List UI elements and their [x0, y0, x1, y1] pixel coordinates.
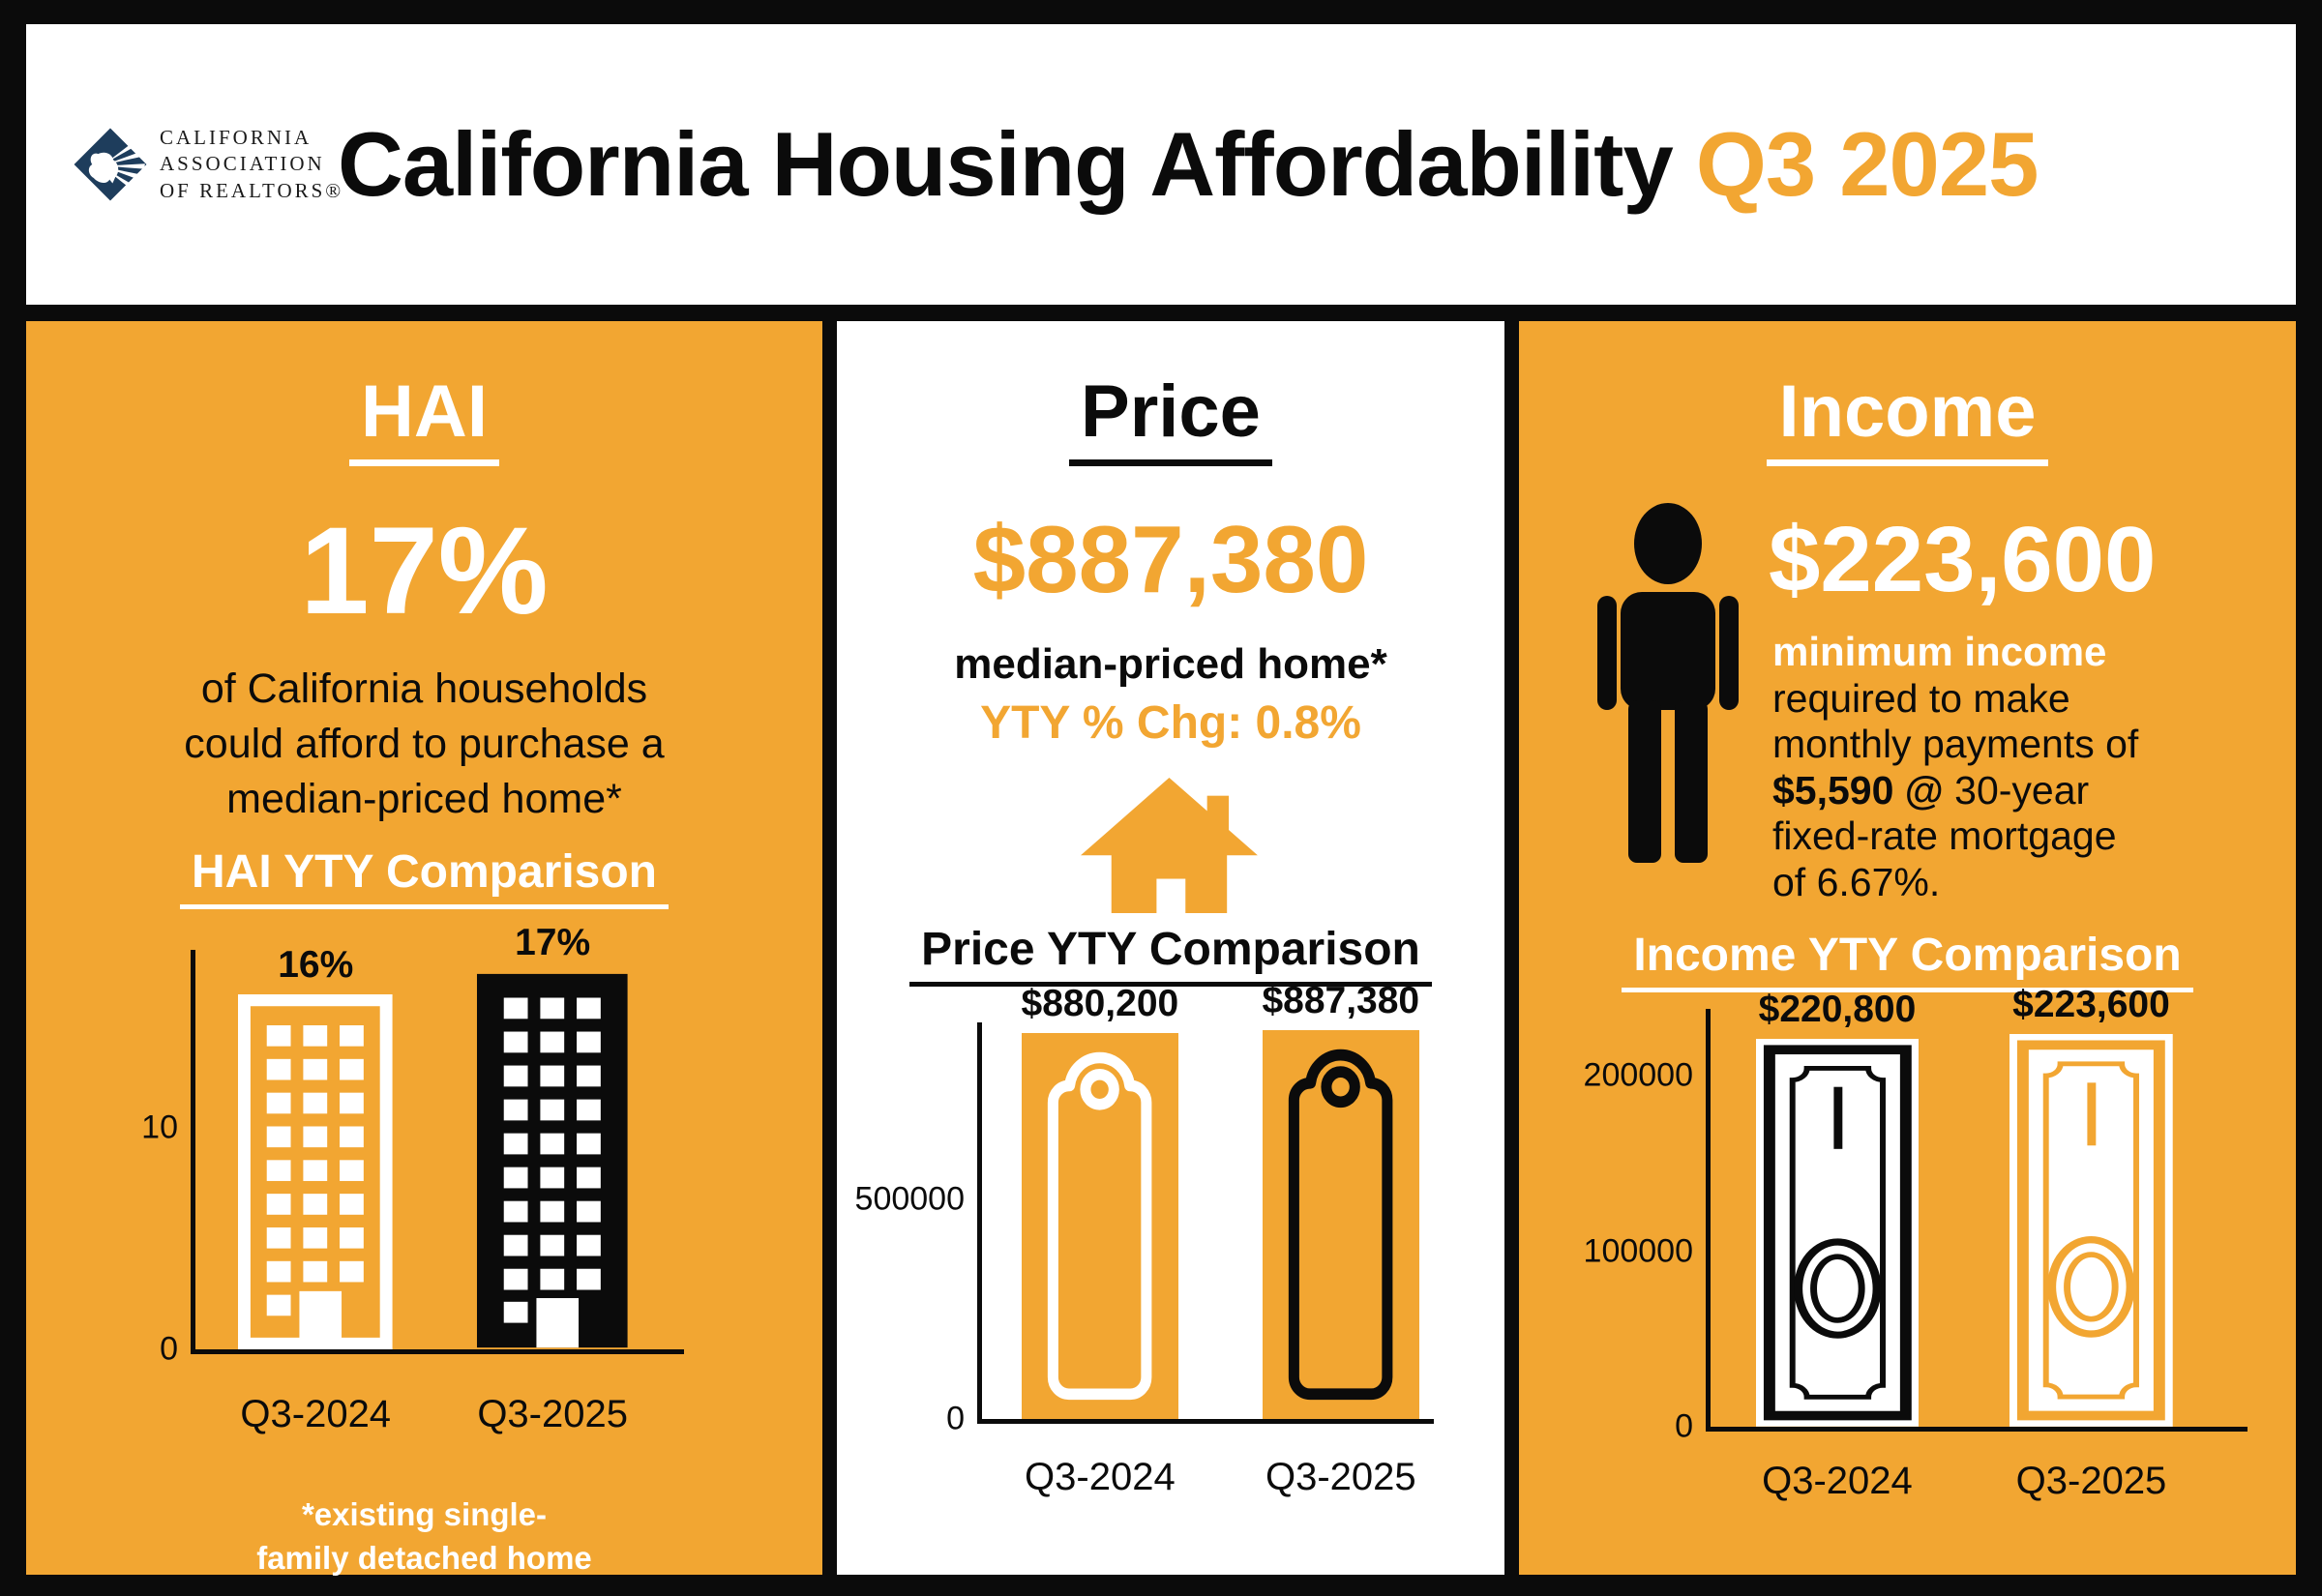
- bar-value-label: $220,800: [1758, 989, 1917, 1031]
- bar-value-label: $887,380: [1262, 979, 1420, 1021]
- income-heading: Income: [1519, 369, 2296, 466]
- hai-chart: 16%: [141, 922, 684, 1435]
- price-tag-icon: [1048, 1051, 1152, 1401]
- x-axis-label: Q3-2024: [1025, 1456, 1176, 1498]
- income-description-line: required to make: [1772, 675, 2070, 721]
- bar-value-label: $223,600: [2012, 984, 2170, 1026]
- logo-line: CALIFORNIA: [160, 126, 313, 150]
- income-description-line: fixed-rate mortgage: [1772, 813, 2117, 859]
- logo-line: ASSOCIATION: [160, 152, 325, 176]
- page-title: California Housing Affordability Q3 2025: [338, 112, 2296, 217]
- income-panel: Income $223,600 minimum income required …: [1519, 321, 2296, 1575]
- hai-footnote-line: *existing single-: [301, 1496, 548, 1532]
- bar-value-label: 16%: [278, 943, 354, 986]
- income-bar-q3-2025: $223,600: [2009, 984, 2173, 1427]
- price-bar-q3-2025: $887,380: [1262, 980, 1419, 1419]
- dollar-bill-icon: [2009, 1034, 2173, 1427]
- income-payment-bold: $5,590 @: [1772, 767, 1944, 813]
- price-subtitle: median-priced home*: [954, 640, 1387, 688]
- income-description-line: of 6.67%.: [1772, 859, 1941, 904]
- x-axis-label: Q3-2024: [1762, 1460, 1913, 1502]
- car-logo: CALIFORNIA ASSOCIATION OF REALTORS®: [73, 125, 341, 204]
- hai-description-line: median-priced home*: [226, 775, 622, 822]
- house-icon: [1080, 778, 1258, 913]
- hai-bar-q3-2025: 17%: [475, 922, 630, 1349]
- income-description: minimum income required to make monthly …: [1772, 629, 2138, 905]
- logo-line: OF REALTORS®: [160, 178, 344, 202]
- x-axis-label: Q3-2025: [1265, 1456, 1416, 1498]
- y-tick-label: 0: [1675, 1407, 1693, 1445]
- hai-description-line: of California households: [200, 665, 648, 712]
- building-icon: [477, 973, 628, 1348]
- x-axis-label: Q3-2025: [2015, 1460, 2167, 1502]
- hai-bar-q3-2024: 16%: [238, 944, 394, 1349]
- header: CALIFORNIA ASSOCIATION OF REALTORS® Cali…: [26, 24, 2296, 305]
- hai-chart-title: HAI YTY Comparison: [26, 845, 822, 909]
- income-description-line: monthly payments of: [1772, 722, 2139, 767]
- price-panel: Price $887,380 median-priced home* YTY %…: [837, 321, 1504, 1575]
- hai-footnote: *existing single- family detached home: [26, 1493, 822, 1580]
- person-icon: [1597, 503, 1739, 863]
- y-tick-label: 10: [141, 1108, 178, 1146]
- page-title-main: California Housing Affordability: [338, 113, 1674, 215]
- hai-heading: HAI: [26, 369, 822, 466]
- price-heading: Price: [837, 369, 1504, 466]
- price-bar-q3-2024: $880,200: [1022, 983, 1178, 1419]
- price-tag-icon: [1289, 1049, 1393, 1401]
- income-bar-q3-2024: $220,800: [1755, 989, 1920, 1427]
- car-diamond-bear-logo-icon: [74, 128, 147, 201]
- x-axis-label: Q3-2025: [477, 1393, 628, 1435]
- bar-value-label: $880,200: [1021, 983, 1179, 1025]
- income-value: $223,600: [1769, 508, 2157, 611]
- bar-value-label: 17%: [515, 921, 591, 963]
- building-icon: [238, 993, 394, 1349]
- page-title-quarter: Q3 2025: [1695, 113, 2039, 215]
- hai-description-line: could afford to purchase a: [184, 720, 665, 767]
- y-tick-label: 0: [160, 1330, 178, 1368]
- hai-description: of California households could afford to…: [26, 662, 822, 826]
- price-yty-change: YTY % Chg: 0.8%: [980, 697, 1361, 749]
- house-icon-wrap: [837, 778, 1504, 913]
- price-chart: $880,200 $887,380 Q3-2024 Q3-2025 0 50000…: [855, 980, 1434, 1498]
- y-tick-label: 100000: [1583, 1232, 1693, 1269]
- income-chart-title: Income YTY Comparison: [1519, 929, 2296, 992]
- price-value: $887,380: [972, 506, 1369, 612]
- dollar-bill-icon: [1755, 1039, 1920, 1427]
- hai-value: 17%: [300, 502, 549, 640]
- income-description-line: $5,590 @ 30-year: [1772, 767, 2090, 813]
- price-chart-title: Price YTY Comparison: [837, 923, 1504, 987]
- income-description-highlight: minimum income: [1772, 629, 2107, 674]
- y-tick-label: 200000: [1583, 1056, 1693, 1094]
- income-chart: $220,800 $223,600: [1584, 984, 2248, 1502]
- person-icon-wrap: [1585, 503, 1751, 866]
- logo-text: CALIFORNIA ASSOCIATION OF REALTORS®: [160, 125, 343, 204]
- y-tick-label: 500000: [854, 1180, 965, 1218]
- hai-footnote-line: family detached home: [256, 1539, 592, 1576]
- y-tick-label: 0: [946, 1400, 965, 1437]
- x-axis-label: Q3-2024: [240, 1393, 392, 1435]
- hai-panel: HAI 17% of California households could a…: [26, 321, 822, 1576]
